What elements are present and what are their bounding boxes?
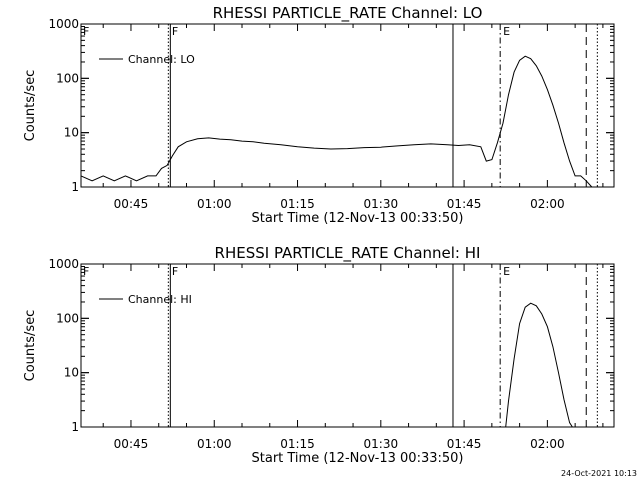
panel-1: RHESSI PARTICLE_RATE Channel: LO 00:45 01:… [23, 4, 615, 226]
panel1-x-tick-label: 01:45 [447, 197, 482, 211]
panel2-x-tick-label: 01:00 [197, 437, 232, 451]
panel1-flag-label: F [83, 25, 89, 38]
panel2-flag-label: F [172, 265, 178, 278]
panel2-x-tick-label: 02:00 [530, 437, 565, 451]
panel1-y-tick-label: 10 [64, 126, 79, 140]
panel1-flag-label: F [172, 25, 178, 38]
panel2-y-tick-label: 100 [56, 311, 79, 325]
panel2-series-line [505, 302, 573, 428]
panel1-legend-label: Channel: LO [128, 53, 195, 66]
panel1-flag-label: E [503, 25, 510, 38]
panel2-x-tick-label: 01:15 [280, 437, 315, 451]
panel1-title: RHESSI PARTICLE_RATE Channel: LO [213, 4, 483, 23]
panel2-title: RHESSI PARTICLE_RATE Channel: HI [215, 244, 481, 263]
panel2-x-tick-label: 00:45 [114, 437, 149, 451]
panel1-x-axis-label: Start Time (12-Nov-13 00:33:50) [252, 211, 464, 226]
panel1-x-tick-label: 01:15 [280, 197, 315, 211]
panel1-x-tick-label: 02:00 [530, 197, 565, 211]
plot-timestamp: 24-Oct-2021 10:13 [561, 469, 637, 478]
panel1-y-tick-label: 100 [56, 71, 79, 85]
panel1-y-tick-label: 1 [71, 180, 79, 194]
panel2-y-tick-label: 1 [71, 420, 79, 434]
panel1-x-tick-label: 01:30 [364, 197, 399, 211]
panel1-series-line [80, 55, 593, 188]
panel2-x-tick-label: 01:30 [364, 437, 399, 451]
panel2-x-axis-label: Start Time (12-Nov-13 00:33:50) [252, 451, 464, 466]
panel1-x-tick-label: 01:00 [197, 197, 232, 211]
panel1-x-tick-label: 00:45 [114, 197, 149, 211]
panel1-y-tick-label: 1000 [48, 17, 79, 31]
panel-2: RHESSI PARTICLE_RATE Channel: HI 00:45 01:… [23, 244, 615, 466]
panel2-flag-label: F [83, 265, 89, 278]
panel2-y-axis-label: Counts/sec [23, 310, 38, 382]
panel2-x-tick-label: 01:45 [447, 437, 482, 451]
panel1-y-axis-label: Counts/sec [23, 70, 38, 142]
panel2-y-tick-label: 10 [64, 366, 79, 380]
panel2-plot-frame [80, 263, 615, 428]
panel2-legend-label: Channel: HI [128, 293, 192, 306]
panel2-flag-label: E [503, 265, 510, 278]
panel2-y-tick-label: 1000 [48, 257, 79, 271]
panel1-plot-frame [80, 23, 615, 188]
